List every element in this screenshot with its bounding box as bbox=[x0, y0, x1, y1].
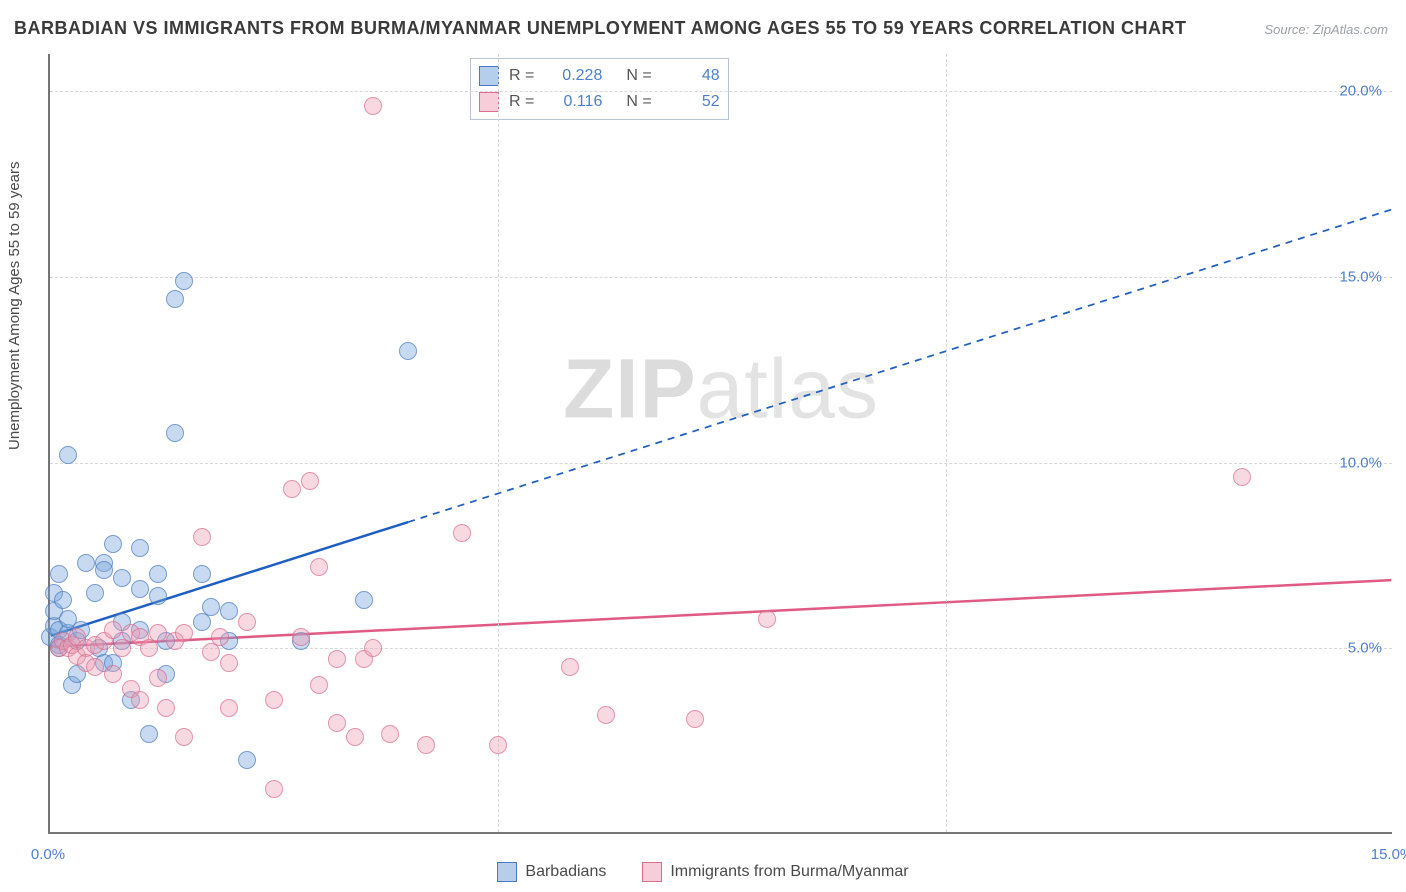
legend-label-b: Immigrants from Burma/Myanmar bbox=[670, 863, 908, 881]
scatter-point-a bbox=[175, 272, 193, 290]
scatter-point-a bbox=[59, 446, 77, 464]
scatter-point-b bbox=[265, 691, 283, 709]
scatter-point-a bbox=[238, 751, 256, 769]
y-tick-label: 15.0% bbox=[1339, 268, 1382, 285]
scatter-point-b bbox=[381, 725, 399, 743]
r-label: R = bbox=[509, 63, 534, 89]
legend-item-barbadians: Barbadians bbox=[497, 862, 606, 882]
watermark-zip: ZIP bbox=[563, 341, 697, 435]
scatter-point-b bbox=[283, 480, 301, 498]
scatter-point-b bbox=[175, 728, 193, 746]
scatter-point-b bbox=[265, 780, 283, 798]
y-tick-label: 10.0% bbox=[1339, 454, 1382, 471]
y-axis-label: Unemployment Among Ages 55 to 59 years bbox=[6, 161, 23, 450]
scatter-point-a bbox=[131, 539, 149, 557]
stats-row-a: R = 0.228 N = 48 bbox=[479, 63, 720, 89]
scatter-point-b bbox=[1233, 468, 1251, 486]
scatter-point-a bbox=[149, 587, 167, 605]
swatch-burma-icon bbox=[642, 862, 662, 882]
gridline-v bbox=[498, 54, 499, 832]
scatter-point-b bbox=[220, 654, 238, 672]
source-attribution: Source: ZipAtlas.com bbox=[1264, 22, 1388, 37]
scatter-point-b bbox=[131, 691, 149, 709]
r-value-b: 0.116 bbox=[544, 89, 602, 115]
scatter-point-b bbox=[597, 706, 615, 724]
scatter-point-b bbox=[489, 736, 507, 754]
scatter-point-b bbox=[417, 736, 435, 754]
scatter-point-a bbox=[399, 342, 417, 360]
r-value-a: 0.228 bbox=[544, 63, 602, 89]
scatter-point-b bbox=[328, 650, 346, 668]
scatter-point-b bbox=[220, 699, 238, 717]
swatch-burma-icon bbox=[479, 92, 499, 112]
gridline-h bbox=[50, 91, 1392, 92]
scatter-point-b bbox=[149, 669, 167, 687]
watermark-atlas: atlas bbox=[697, 341, 879, 435]
y-tick-label: 20.0% bbox=[1339, 83, 1382, 100]
scatter-point-b bbox=[301, 472, 319, 490]
scatter-point-b bbox=[310, 676, 328, 694]
scatter-point-a bbox=[149, 565, 167, 583]
scatter-point-a bbox=[131, 580, 149, 598]
bottom-legend: Barbadians Immigrants from Burma/Myanmar bbox=[0, 862, 1406, 882]
scatter-point-a bbox=[193, 565, 211, 583]
scatter-point-b bbox=[346, 728, 364, 746]
scatter-point-a bbox=[104, 535, 122, 553]
trend-lines bbox=[50, 54, 1392, 832]
scatter-point-b bbox=[157, 699, 175, 717]
gridline-h bbox=[50, 648, 1392, 649]
scatter-point-a bbox=[220, 602, 238, 620]
scatter-point-a bbox=[77, 554, 95, 572]
chart-title: BARBADIAN VS IMMIGRANTS FROM BURMA/MYANM… bbox=[14, 18, 1187, 39]
trend-line-b bbox=[51, 580, 1392, 647]
n-value-b: 52 bbox=[662, 89, 720, 115]
watermark: ZIPatlas bbox=[563, 340, 879, 437]
scatter-point-b bbox=[328, 714, 346, 732]
scatter-point-b bbox=[104, 665, 122, 683]
n-value-a: 48 bbox=[662, 63, 720, 89]
y-tick-label: 5.0% bbox=[1348, 640, 1382, 657]
scatter-point-a bbox=[202, 598, 220, 616]
scatter-point-a bbox=[140, 725, 158, 743]
stats-row-b: R = 0.116 N = 52 bbox=[479, 89, 720, 115]
x-tick-label: 0.0% bbox=[31, 846, 65, 863]
scatter-point-b bbox=[149, 624, 167, 642]
scatter-point-b bbox=[310, 558, 328, 576]
scatter-point-b bbox=[561, 658, 579, 676]
scatter-point-a bbox=[95, 561, 113, 579]
scatter-point-a bbox=[355, 591, 373, 609]
n-label: N = bbox=[626, 89, 651, 115]
n-label: N = bbox=[626, 63, 651, 89]
gridline-h bbox=[50, 463, 1392, 464]
scatter-point-b bbox=[686, 710, 704, 728]
scatter-point-b bbox=[758, 610, 776, 628]
plot-area: ZIPatlas R = 0.228 N = 48 R = 0.116 N = … bbox=[48, 54, 1392, 834]
gridline-h bbox=[50, 277, 1392, 278]
scatter-point-b bbox=[364, 97, 382, 115]
scatter-point-b bbox=[104, 621, 122, 639]
legend-item-burma: Immigrants from Burma/Myanmar bbox=[642, 862, 908, 882]
scatter-point-a bbox=[50, 565, 68, 583]
scatter-point-b bbox=[292, 628, 310, 646]
scatter-point-a bbox=[54, 591, 72, 609]
gridline-v bbox=[946, 54, 947, 832]
scatter-point-a bbox=[166, 424, 184, 442]
swatch-barbadians-icon bbox=[497, 862, 517, 882]
scatter-point-b bbox=[86, 658, 104, 676]
scatter-point-a bbox=[113, 569, 131, 587]
scatter-point-b bbox=[193, 528, 211, 546]
r-label: R = bbox=[509, 89, 534, 115]
swatch-barbadians-icon bbox=[479, 66, 499, 86]
scatter-point-b bbox=[364, 639, 382, 657]
correlation-stats-box: R = 0.228 N = 48 R = 0.116 N = 52 bbox=[470, 58, 729, 120]
scatter-point-b bbox=[238, 613, 256, 631]
scatter-point-a bbox=[86, 584, 104, 602]
scatter-point-b bbox=[453, 524, 471, 542]
scatter-point-b bbox=[211, 628, 229, 646]
scatter-point-b bbox=[175, 624, 193, 642]
legend-label-a: Barbadians bbox=[525, 863, 606, 881]
scatter-point-a bbox=[166, 290, 184, 308]
x-tick-label: 15.0% bbox=[1371, 846, 1406, 863]
